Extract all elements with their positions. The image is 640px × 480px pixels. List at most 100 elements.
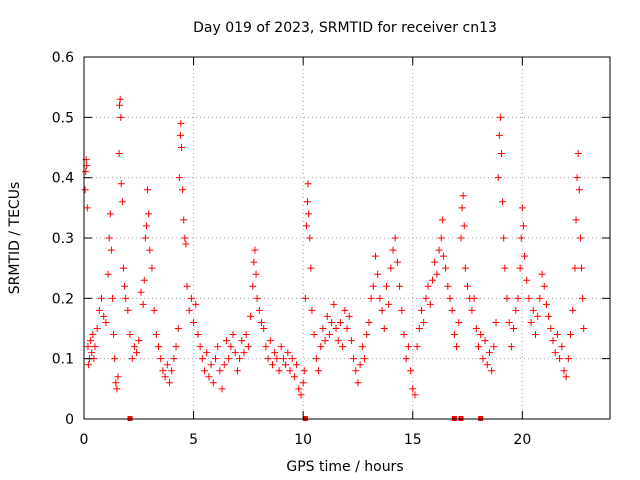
data-point (279, 355, 287, 363)
data-point (567, 331, 575, 339)
data-point (133, 349, 141, 357)
data-point (323, 312, 331, 320)
data-point (286, 367, 294, 375)
data-point (252, 270, 260, 278)
data-point (250, 258, 258, 266)
data-point (181, 234, 189, 242)
data-point (321, 337, 329, 345)
data-point (525, 294, 533, 302)
data-point (190, 318, 198, 326)
data-point (122, 294, 130, 302)
data-point (84, 343, 92, 351)
data-point (332, 325, 340, 332)
data-point (91, 343, 99, 351)
data-point (529, 306, 537, 314)
data-point (404, 343, 412, 351)
data-point (119, 264, 127, 272)
data-point (479, 355, 487, 363)
data-point (183, 282, 191, 290)
data-point (258, 318, 266, 326)
data-point (121, 282, 129, 290)
data-point (415, 325, 423, 332)
data-point (481, 337, 489, 345)
y-axis: 0 0.1 0.2 0.3 0.4 0.5 0.6 (52, 50, 610, 428)
data-point (367, 294, 375, 302)
data-point (435, 246, 443, 254)
data-point (448, 306, 456, 314)
data-point (98, 294, 106, 302)
data-point (409, 385, 417, 393)
data-point (264, 355, 272, 363)
data-point (238, 337, 246, 345)
data-point (549, 337, 557, 345)
data-point (580, 325, 588, 332)
data-point (358, 343, 366, 351)
data-point (560, 367, 568, 375)
data-point (244, 343, 252, 351)
data-point (220, 361, 228, 369)
data-point (114, 373, 122, 381)
data-point (374, 270, 382, 278)
data-point (350, 355, 358, 363)
data-point (148, 264, 156, 272)
data-point (187, 294, 195, 302)
data-point (391, 234, 399, 242)
data-point (155, 343, 163, 351)
data-point (306, 234, 314, 242)
x-tick-label: 15 (404, 432, 422, 448)
data-point (396, 282, 404, 290)
data-point (547, 325, 555, 332)
data-point (266, 337, 274, 345)
data-point (500, 234, 508, 242)
data-point (505, 318, 513, 326)
data-point (545, 312, 553, 320)
data-point (227, 343, 235, 351)
data-point (512, 306, 520, 314)
data-point (424, 282, 432, 290)
data-point (510, 325, 518, 332)
data-point (354, 379, 362, 387)
data-point (356, 361, 364, 369)
data-point (501, 264, 509, 272)
data-point (572, 216, 580, 224)
y-axis-label: SRMTID / TECUs (7, 182, 23, 295)
data-point (249, 282, 257, 290)
data-point (293, 361, 301, 369)
data-point (268, 361, 276, 369)
data-point (124, 306, 132, 314)
data-point (540, 282, 548, 290)
data-point (177, 119, 185, 127)
data-point (553, 331, 561, 339)
data-point (126, 331, 134, 339)
data-point (100, 312, 108, 320)
data-point (117, 113, 125, 121)
data-point (458, 204, 466, 212)
data-point (161, 373, 169, 381)
data-point (400, 331, 408, 339)
data-point (290, 373, 298, 381)
data-point (450, 331, 458, 339)
data-point (428, 276, 436, 284)
data-point (579, 294, 587, 302)
data-point (431, 258, 439, 266)
data-point (107, 246, 115, 254)
data-point (325, 331, 333, 339)
data-point (494, 174, 502, 182)
data-point (163, 361, 171, 369)
data-point (446, 294, 454, 302)
data-point (207, 361, 215, 369)
data-point (108, 294, 116, 302)
data-point (116, 95, 124, 103)
data-point (398, 306, 406, 314)
data-point (393, 258, 401, 266)
data-point (498, 150, 506, 158)
data-point (302, 222, 310, 230)
data-point (564, 355, 572, 363)
data-point (573, 174, 581, 182)
data-point (519, 222, 527, 230)
data-point (433, 270, 441, 278)
data-point (201, 367, 209, 375)
data-point (556, 355, 564, 363)
data-point (575, 186, 583, 194)
data-point (113, 385, 121, 393)
